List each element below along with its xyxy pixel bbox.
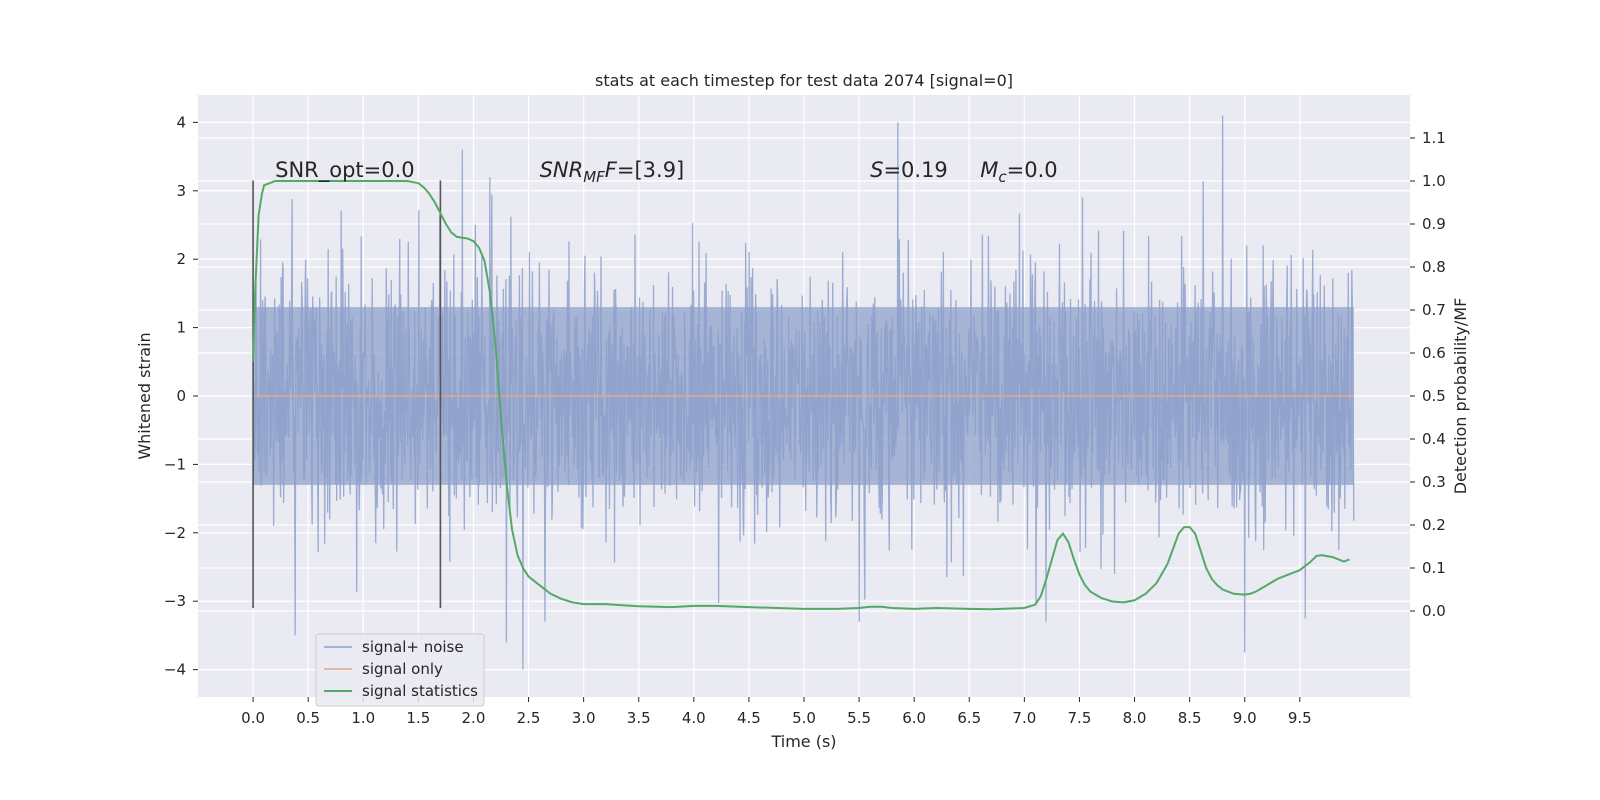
- x-axis-label: Time (s): [770, 732, 836, 751]
- y-right-tick-label: 0.3: [1422, 473, 1446, 491]
- y-right-tick-label: 0.6: [1422, 344, 1446, 362]
- y-right-tick-label: 0.2: [1422, 516, 1446, 534]
- tick-labels: 0.0 0.5 1.0 1.5 2.0 2.5 3.0 3.5 4.0 4.5 5.0 5.5 6.0 6…: [164, 113, 1446, 727]
- annotation-snr-mf-value: =[3.9]: [617, 158, 684, 182]
- annotation-snr-opt: SNR_opt=0.0: [275, 158, 415, 183]
- annotation-snr-mf-symbol: SNR: [540, 158, 584, 182]
- annotation-mc-subscript: c: [998, 168, 1007, 186]
- annotations: SNR_opt=0.0 SNRMFF=[3.9] S=0.19 Mc=0.0: [275, 158, 1058, 186]
- x-tick-label: 3.0: [572, 709, 596, 727]
- y-axis-label-right: Detection probability/MF: [1451, 298, 1470, 495]
- y-right-tick-label: 0.7: [1422, 301, 1446, 319]
- annotation-s-stat: S=0.19: [870, 158, 948, 182]
- annotation-mc-symbol: M: [980, 158, 998, 182]
- y-left-tick-label: 4: [176, 113, 186, 131]
- signal-statistics-line: [252, 180, 1350, 611]
- x-tick-label: 7.5: [1068, 709, 1092, 727]
- y-left-tick-label: 3: [176, 182, 186, 200]
- x-tick-label: 7.0: [1012, 709, 1036, 727]
- y-right-tick-label: 0.4: [1422, 430, 1446, 448]
- y-right-tick-label: 1.0: [1422, 172, 1446, 190]
- x-tick-label: 2.0: [462, 709, 486, 727]
- x-tick-label: 9.5: [1288, 709, 1312, 727]
- legend-entry-noise: signal+ noise: [362, 638, 464, 656]
- x-tick-label: 8.5: [1178, 709, 1202, 727]
- x-tick-label: 3.5: [627, 709, 651, 727]
- x-tick-label: 5.5: [847, 709, 871, 727]
- x-tick-label: 1.5: [406, 709, 430, 727]
- y-right-tick-label: 0.9: [1422, 215, 1446, 233]
- y-right-tick-label: 0.0: [1422, 602, 1446, 620]
- x-tick-label: 5.0: [792, 709, 816, 727]
- annotation-snr-mf-subscript: MF: [583, 168, 605, 186]
- y-right-tick-label: 0.1: [1422, 559, 1446, 577]
- y-axis-label-left: Whitened strain: [135, 332, 154, 459]
- x-tick-label: 1.0: [351, 709, 375, 727]
- x-tick-label: 4.5: [737, 709, 761, 727]
- x-tick-label: 2.5: [517, 709, 541, 727]
- signal-statistics-series: [252, 180, 1350, 611]
- x-tick-label: 9.0: [1233, 709, 1257, 727]
- annotation-snr-mf: SNRMFF=[3.9]: [540, 158, 685, 186]
- x-tick-label: 0.5: [296, 709, 320, 727]
- annotation-s-stat-value: =0.19: [883, 158, 947, 182]
- y-right-tick-label: 0.8: [1422, 258, 1446, 276]
- legend-box: [315, 633, 485, 707]
- y-left-tick-label: −3: [164, 592, 186, 610]
- y-left-tick-label: 2: [176, 250, 186, 268]
- annotation-s-stat-symbol: S: [870, 158, 883, 182]
- y-left-tick-label: −1: [164, 455, 186, 473]
- y-left-tick-label: −4: [164, 661, 186, 679]
- y-left-tick-label: −2: [164, 524, 186, 542]
- legend: signal+ noise signal only signal statist…: [315, 633, 485, 707]
- legend-entry-signal: signal only: [362, 660, 443, 678]
- x-tick-label: 0.0: [241, 709, 265, 727]
- annotation-snr-mf-f: F: [605, 158, 618, 182]
- x-tick-label: 6.5: [957, 709, 981, 727]
- legend-entry-stats: signal statistics: [362, 682, 478, 700]
- window-markers: [252, 180, 442, 609]
- annotation-mc: Mc=0.0: [980, 158, 1057, 186]
- chart-title: stats at each timestep for test data 207…: [595, 71, 1013, 90]
- y-right-tick-label: 1.1: [1422, 129, 1446, 147]
- x-tick-label: 8.0: [1123, 709, 1147, 727]
- y-right-tick-label: 0.5: [1422, 387, 1446, 405]
- x-tick-label: 4.0: [682, 709, 706, 727]
- x-tick-label: 6.0: [902, 709, 926, 727]
- y-left-tick-label: 0: [176, 387, 186, 405]
- y-left-tick-label: 1: [176, 319, 186, 337]
- annotation-mc-value: =0.0: [1007, 158, 1058, 182]
